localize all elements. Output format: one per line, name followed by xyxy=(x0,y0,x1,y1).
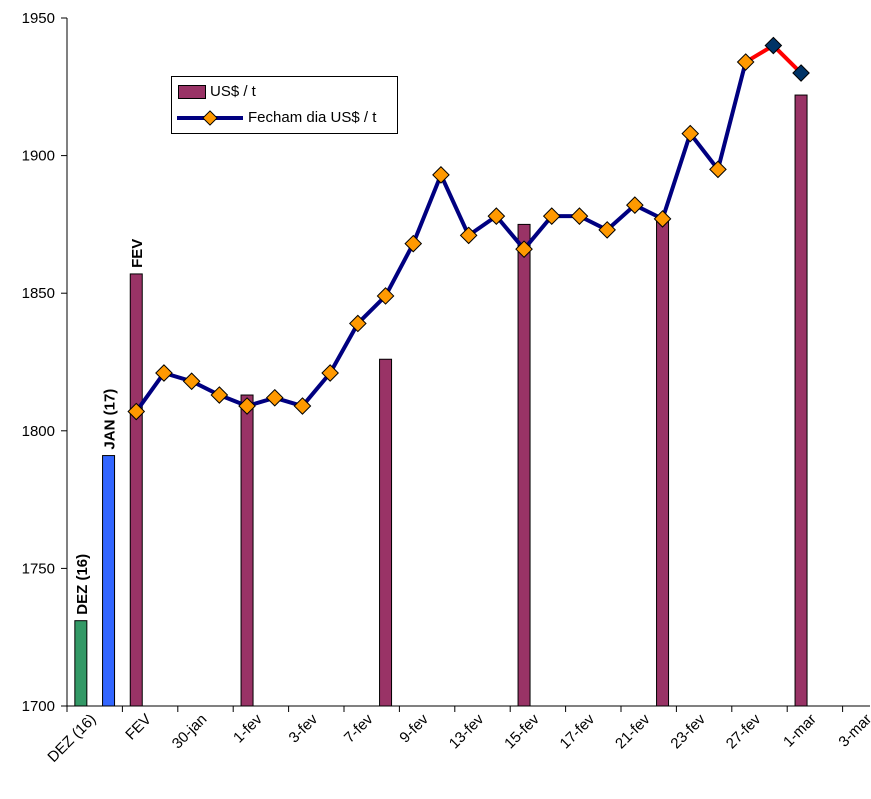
line-marker-highlight xyxy=(764,36,783,55)
line-marker xyxy=(736,53,755,71)
line-marker xyxy=(404,234,423,253)
line-marker xyxy=(127,402,146,421)
bar-month xyxy=(74,620,88,707)
x-tick-label: DEZ (16) xyxy=(44,711,99,766)
line-marker-highlight xyxy=(792,64,810,82)
x-tick-label: 7-fev xyxy=(341,710,377,746)
month-bar-label: DEZ (16) xyxy=(74,554,91,615)
legend: US$ / t Fecham dia US$ / t xyxy=(171,76,398,134)
y-tick-label: 1900 xyxy=(22,148,55,165)
x-tick-label: 30-jan xyxy=(169,711,211,753)
bar-weekly xyxy=(240,394,254,707)
x-tick-label: 1-mar xyxy=(780,711,820,751)
legend-bar-label: US$ / t xyxy=(210,83,256,100)
line-marker xyxy=(265,388,284,407)
legend-line-swatch xyxy=(177,110,243,126)
month-bar-label: JAN (17) xyxy=(102,389,119,450)
bar-weekly xyxy=(517,223,531,707)
line-marker xyxy=(681,124,700,143)
line-marker xyxy=(155,364,173,382)
legend-bar-swatch xyxy=(178,85,206,99)
line-marker xyxy=(598,221,616,239)
x-tick-label: 27-fev xyxy=(723,710,765,752)
x-tick-label: 17-fev xyxy=(557,710,599,752)
line-marker xyxy=(293,397,312,415)
x-tick-label: 23-fev xyxy=(667,710,709,752)
y-tick-label: 1950 xyxy=(22,10,55,27)
x-tick-label: 3-mar xyxy=(835,711,871,751)
x-tick-label: 15-fev xyxy=(501,710,543,752)
line-marker xyxy=(459,226,478,245)
legend-item-bars: US$ / t xyxy=(172,81,397,103)
x-tick-label: 13-fev xyxy=(446,710,488,752)
line-marker xyxy=(321,364,339,382)
line-marker xyxy=(626,196,644,214)
y-tick-label: 1800 xyxy=(22,423,55,440)
month-bar-label: FEV xyxy=(129,239,146,268)
line-marker xyxy=(542,207,561,225)
line-marker xyxy=(349,314,367,333)
x-tick-label: FEV xyxy=(122,711,155,744)
x-tick-label: 1-fev xyxy=(230,710,266,746)
y-tick-label: 1700 xyxy=(22,698,55,715)
line-marker xyxy=(238,397,256,415)
x-tick-label: 9-fev xyxy=(396,710,432,746)
x-tick-label: 21-fev xyxy=(612,710,654,752)
bar-month xyxy=(129,273,143,707)
legend-item-line: Fecham dia US$ / t xyxy=(172,107,397,129)
line-marker xyxy=(210,386,229,404)
line-marker xyxy=(182,372,201,391)
line-marker xyxy=(653,210,672,228)
line-marker xyxy=(709,160,727,179)
bar-weekly xyxy=(794,94,808,707)
legend-line-label: Fecham dia US$ / t xyxy=(248,109,377,126)
y-tick-label: 1750 xyxy=(22,560,55,577)
line-marker xyxy=(570,207,589,225)
line-marker xyxy=(515,240,533,259)
x-tick-label: 3-fev xyxy=(286,710,322,746)
bar-month xyxy=(102,455,116,707)
bar-weekly xyxy=(379,358,393,707)
line-marker xyxy=(376,287,395,305)
line-marker xyxy=(487,207,506,225)
y-tick-label: 1850 xyxy=(22,285,55,302)
line-marker xyxy=(432,166,450,184)
bar-weekly xyxy=(656,218,670,707)
